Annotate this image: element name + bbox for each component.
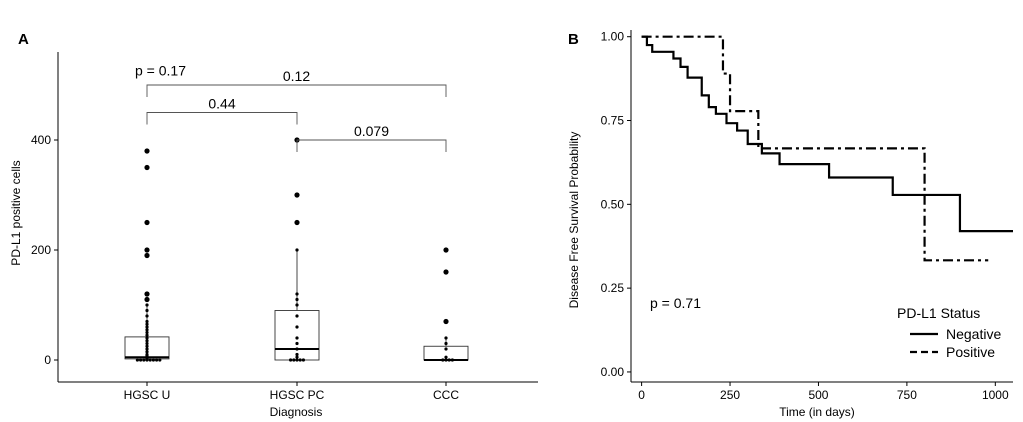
- panel-a-ylabel: PD-L1 positive cells: [9, 160, 23, 265]
- data-point: [145, 322, 149, 326]
- data-point: [295, 355, 299, 359]
- data-point: [295, 352, 299, 357]
- box: [274, 310, 320, 361]
- panel-b-xlabel: Time (in days): [779, 405, 855, 419]
- comparison-bracket: [146, 84, 447, 97]
- data-point: [289, 358, 293, 362]
- data-point: [145, 341, 149, 346]
- data-point: [295, 297, 299, 302]
- data-point: [450, 358, 454, 362]
- panel-a-label: A: [18, 31, 29, 48]
- data-point: [144, 291, 150, 297]
- data-point: [142, 358, 146, 362]
- panel-b-label: B: [568, 31, 579, 48]
- x-tick-label: 500: [808, 388, 828, 402]
- data-point: [145, 350, 149, 354]
- y-tick-label: 0: [44, 353, 51, 367]
- data-point: [444, 341, 448, 346]
- data-point: [144, 296, 150, 303]
- data-point: [151, 358, 155, 362]
- data-point: [441, 358, 445, 362]
- data-point: [145, 319, 149, 324]
- data-point: [295, 303, 299, 307]
- legend-title: PD-L1 Status: [897, 305, 980, 321]
- p-value-label: p = 0.17: [135, 62, 186, 78]
- data-point: [145, 328, 149, 332]
- data-point: [145, 339, 149, 343]
- y-tick-label: 0.00: [601, 365, 625, 379]
- legend-label-positive: Positive: [946, 344, 995, 360]
- data-point: [145, 344, 149, 348]
- data-point: [144, 252, 150, 259]
- legend: PD-L1 Status Negative Positive: [897, 305, 1001, 360]
- x-tick-label: 750: [897, 388, 917, 402]
- data-point: [443, 247, 449, 253]
- comparison-bracket: [146, 112, 298, 125]
- data-point: [145, 308, 149, 313]
- y-tick-label: 400: [31, 133, 51, 147]
- data-point: [144, 219, 150, 226]
- data-point: [444, 336, 448, 340]
- panel-b: B Disease Free Survival Probability Time…: [567, 30, 1013, 419]
- data-point: [145, 333, 149, 337]
- panel-a-xlabel: Diagnosis: [270, 405, 323, 419]
- data-point: [139, 358, 143, 362]
- data-point: [295, 358, 299, 362]
- data-point: [294, 219, 300, 226]
- y-tick-label: 0.50: [601, 197, 625, 211]
- data-point: [144, 247, 150, 253]
- comparison-pvalue: 0.079: [354, 123, 389, 139]
- panel-b-ylabel: Disease Free Survival Probability: [567, 132, 581, 309]
- km-curve-positive: [641, 35, 989, 262]
- data-point: [443, 269, 449, 275]
- panel-b-pvalue: p = 0.71: [650, 295, 701, 311]
- data-point: [444, 355, 448, 359]
- data-point: [444, 347, 448, 351]
- data-point: [447, 358, 451, 362]
- data-point: [292, 358, 296, 362]
- data-point: [295, 314, 299, 318]
- x-tick-label: HGSC U: [124, 388, 171, 402]
- data-point: [295, 292, 299, 296]
- x-tick-label: 1000: [982, 388, 1009, 402]
- data-point: [148, 358, 152, 362]
- data-point: [145, 303, 149, 307]
- comparison-pvalue: 0.44: [208, 96, 235, 112]
- data-point: [443, 318, 449, 325]
- x-tick-label: HGSC PC: [270, 388, 325, 402]
- data-point: [295, 336, 299, 340]
- data-point: [135, 358, 139, 362]
- data-point: [294, 192, 300, 198]
- y-tick-label: 1.00: [601, 30, 625, 44]
- data-point: [295, 347, 299, 351]
- data-point: [145, 352, 149, 357]
- comparison-pvalue: 0.12: [283, 68, 310, 84]
- panel-a: A PD-L1 positive cells Diagnosis 0 200 400…: [9, 31, 538, 419]
- data-point: [155, 358, 159, 362]
- data-point: [145, 330, 149, 335]
- x-tick-label: 250: [720, 388, 740, 402]
- data-point: [145, 314, 149, 318]
- data-point: [144, 164, 150, 171]
- data-point: [145, 347, 149, 351]
- data-point: [158, 358, 162, 362]
- data-point: [144, 148, 150, 154]
- data-point: [295, 248, 299, 252]
- data-point: [145, 336, 149, 340]
- y-tick-label: 200: [31, 243, 51, 257]
- y-tick-label: 0.75: [601, 114, 625, 128]
- legend-label-negative: Negative: [946, 326, 1001, 342]
- data-point: [145, 325, 149, 329]
- y-tick-label: 0.25: [601, 281, 625, 295]
- data-point: [295, 341, 299, 346]
- x-tick-label: CCC: [433, 388, 459, 402]
- data-point: [444, 358, 448, 362]
- data-point: [301, 358, 305, 362]
- x-tick-label: 0: [638, 388, 645, 402]
- comparison-bracket: [296, 139, 447, 152]
- data-point: [298, 358, 302, 362]
- data-point: [295, 325, 299, 329]
- km-curve-negative: [641, 35, 1013, 233]
